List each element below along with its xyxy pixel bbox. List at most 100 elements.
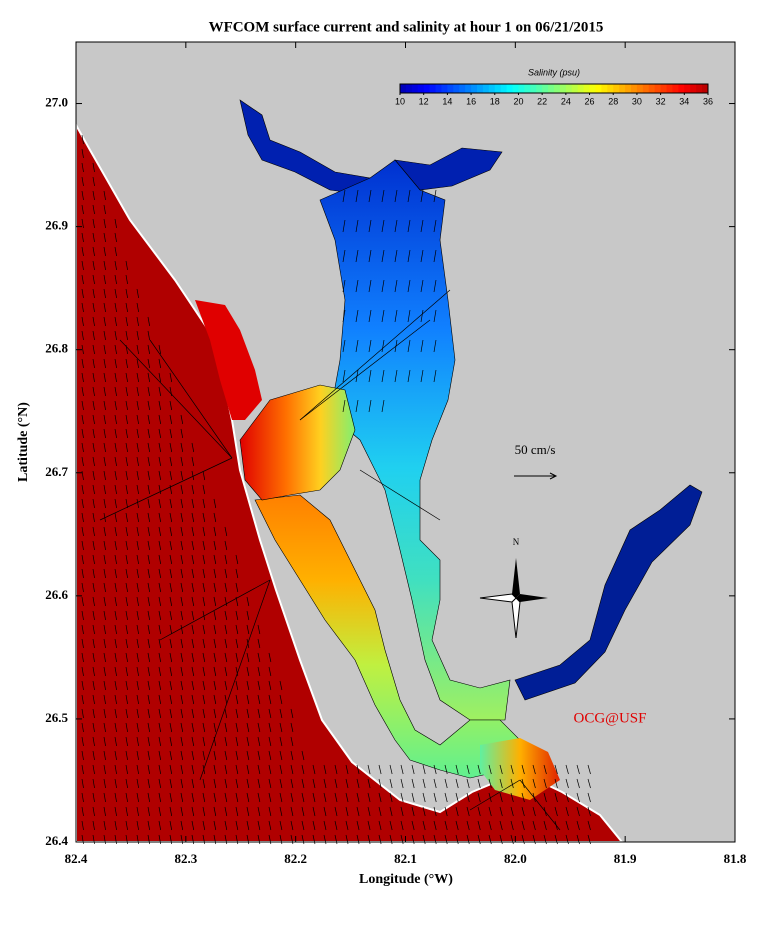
current-vector (279, 764, 283, 775)
current-vector (125, 792, 128, 803)
current-vector (92, 624, 95, 635)
current-vector (114, 218, 117, 229)
current-vector (169, 456, 173, 467)
current-vector (342, 279, 346, 293)
current-vector (114, 274, 117, 285)
current-vector (114, 386, 117, 397)
current-vector (136, 792, 139, 803)
current-vector (81, 624, 84, 635)
current-vector (147, 806, 150, 817)
current-vector (81, 260, 84, 271)
current-vector (342, 369, 346, 383)
current-vector (114, 232, 117, 243)
current-vector (378, 820, 382, 831)
colorbar-cell (601, 84, 608, 93)
current-vector (368, 249, 372, 263)
current-vector (224, 568, 228, 579)
current-vector (191, 442, 195, 453)
colorbar-cell (453, 84, 460, 93)
current-vector (147, 736, 150, 747)
current-vector (334, 806, 338, 817)
current-vector (355, 189, 359, 203)
current-vector (420, 369, 424, 383)
current-vector (213, 694, 217, 705)
current-vector (136, 806, 139, 817)
current-vector (180, 792, 184, 803)
current-vector (92, 162, 95, 173)
current-vector (290, 708, 294, 719)
current-vector (103, 540, 106, 551)
current-vector (169, 820, 173, 831)
current-vector (407, 219, 411, 233)
colorbar-cell (423, 84, 431, 93)
current-vector (169, 470, 173, 481)
current-vector (191, 624, 195, 635)
current-vector (378, 764, 382, 775)
current-vector (103, 190, 106, 201)
current-vector (147, 526, 150, 537)
current-vector (81, 274, 84, 285)
current-vector (246, 806, 250, 817)
current-vector (114, 778, 117, 789)
current-vector (455, 806, 459, 817)
current-vector (407, 279, 411, 293)
current-vector (367, 764, 371, 775)
current-vector (224, 652, 228, 663)
current-vector (147, 470, 150, 481)
current-vector (103, 218, 106, 229)
current-vector (180, 694, 184, 705)
credit: OCG@USF (573, 710, 646, 726)
current-vector (81, 386, 84, 397)
current-vector (400, 792, 404, 803)
current-vector (213, 792, 217, 803)
current-vector (355, 249, 359, 263)
current-vector (147, 764, 150, 775)
current-vector (202, 820, 206, 831)
current-vector (125, 316, 128, 327)
current-vector (257, 624, 261, 635)
current-vector (92, 540, 95, 551)
current-vector (543, 764, 547, 775)
current-vector (202, 540, 206, 551)
current-vector (279, 778, 283, 789)
current-vector (224, 694, 228, 705)
current-vector (202, 722, 206, 733)
current-vector (554, 806, 558, 817)
current-vector (136, 316, 139, 327)
current-vector (147, 708, 150, 719)
current-vector (488, 778, 492, 789)
current-vector (92, 414, 95, 425)
colorbar-cell (636, 84, 644, 93)
current-vector (158, 624, 162, 635)
current-vector (213, 722, 217, 733)
current-vector (103, 722, 106, 733)
current-vector (136, 414, 139, 425)
colorbar-tick-label: 22 (537, 96, 547, 106)
current-vector (81, 470, 84, 481)
colorbar-cell (548, 84, 555, 93)
current-vector (92, 176, 95, 187)
current-vector (224, 596, 228, 607)
current-vector (213, 778, 217, 789)
current-vector (359, 469, 441, 521)
current-vector (469, 779, 521, 811)
current-vector (477, 778, 481, 789)
current-vector (125, 596, 128, 607)
current-vector (114, 512, 117, 523)
current-vector (576, 806, 580, 817)
current-vector (400, 764, 404, 775)
scale-arrow-head (549, 472, 558, 480)
current-vector (224, 624, 228, 635)
current-vector (103, 666, 106, 677)
current-vector (191, 778, 195, 789)
colorbar-cell (690, 84, 697, 93)
current-vector (81, 442, 84, 453)
current-vector (389, 778, 393, 789)
current-vector (92, 792, 95, 803)
current-vector (355, 339, 359, 353)
y-tick-label: 26.9 (45, 218, 68, 233)
current-vector (334, 764, 338, 775)
current-vector (543, 820, 547, 831)
current-vector (235, 764, 239, 775)
current-vector (543, 792, 547, 803)
